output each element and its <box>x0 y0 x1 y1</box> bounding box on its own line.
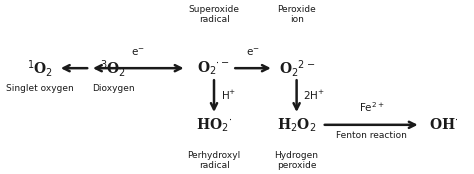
Text: H$^{+}$: H$^{+}$ <box>221 89 236 102</box>
Text: Fenton reaction: Fenton reaction <box>336 131 407 140</box>
Text: e$^{-}$: e$^{-}$ <box>246 47 260 58</box>
Text: Perhydroxyl
radical: Perhydroxyl radical <box>187 151 241 170</box>
Text: Peroxide
ion: Peroxide ion <box>277 5 316 24</box>
Text: OH$^{\cdot}$: OH$^{\cdot}$ <box>429 117 458 132</box>
Text: O$_2$$^{2-}$: O$_2$$^{2-}$ <box>279 58 315 79</box>
Text: Dioxygen: Dioxygen <box>92 84 134 93</box>
Text: O$_2$$^{\cdot -}$: O$_2$$^{\cdot -}$ <box>198 60 230 77</box>
Text: Hydrogen
peroxide: Hydrogen peroxide <box>274 151 319 170</box>
Text: Superoxide
radical: Superoxide radical <box>189 5 239 24</box>
Text: $^{3}$O$_2$: $^{3}$O$_2$ <box>100 58 126 79</box>
Text: HO$_2$$^{\cdot}$: HO$_2$$^{\cdot}$ <box>196 116 232 133</box>
Text: Fe$^{2+}$: Fe$^{2+}$ <box>358 100 384 114</box>
Text: Singlet oxygen: Singlet oxygen <box>6 84 73 93</box>
Text: e$^{-}$: e$^{-}$ <box>131 47 145 58</box>
Text: H$_2$O$_2$: H$_2$O$_2$ <box>277 116 316 133</box>
Text: $^{1}$O$_2$: $^{1}$O$_2$ <box>27 58 53 79</box>
Text: 2H$^{+}$: 2H$^{+}$ <box>303 89 325 102</box>
